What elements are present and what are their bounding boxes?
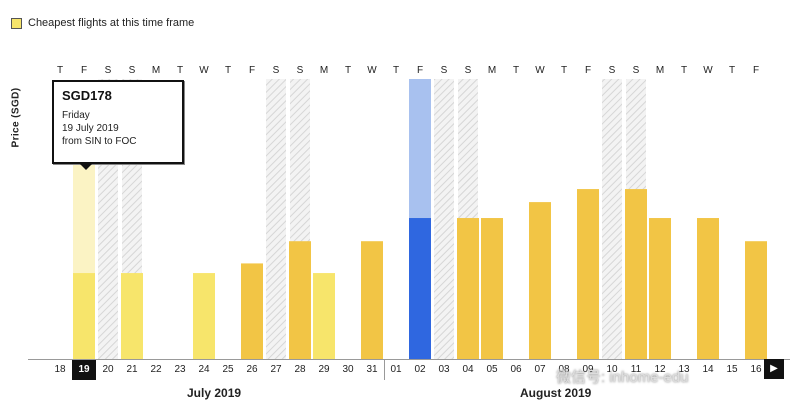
- weekend-shading: [266, 79, 286, 359]
- price-bar-28[interactable]: [289, 241, 311, 359]
- y-axis-label: Price (SGD): [10, 87, 22, 148]
- day-of-week-label: F: [81, 65, 87, 76]
- price-bar-09[interactable]: [577, 189, 599, 359]
- day-of-week-label: T: [561, 65, 567, 76]
- day-of-week-label: W: [199, 65, 209, 76]
- day-of-week-label: T: [57, 65, 63, 76]
- day-of-week-label: S: [441, 65, 448, 76]
- price-bar-26[interactable]: [241, 263, 263, 359]
- day-of-week-label: M: [152, 65, 160, 76]
- day-of-week-label: S: [609, 65, 616, 76]
- date-cell-18[interactable]: 18: [54, 364, 66, 375]
- price-bar-29[interactable]: [313, 273, 335, 359]
- date-cell-13[interactable]: 13: [678, 364, 690, 375]
- date-cell-30[interactable]: 30: [342, 364, 354, 375]
- day-of-week-label: T: [345, 65, 351, 76]
- month-label-august: August 2019: [520, 386, 592, 400]
- day-of-week-label: W: [367, 65, 377, 76]
- tooltip-date: 19 July 2019: [62, 123, 119, 134]
- date-cell-10[interactable]: 10: [606, 364, 618, 375]
- price-bar-19[interactable]: [73, 273, 95, 359]
- price-bar-12[interactable]: [649, 218, 671, 359]
- price-bar-24[interactable]: [193, 273, 215, 359]
- day-of-week-label: S: [297, 65, 304, 76]
- next-dates-button[interactable]: ▶: [764, 359, 784, 379]
- month-divider: [384, 360, 385, 380]
- price-bar-04[interactable]: [457, 218, 479, 359]
- tooltip-day: Friday: [62, 110, 90, 121]
- day-of-week-label: S: [105, 65, 112, 76]
- watermark-text: 微信号: inhome-edu: [556, 369, 689, 386]
- date-cell-14[interactable]: 14: [702, 364, 714, 375]
- legend-swatch: [11, 17, 22, 29]
- day-of-week-label: T: [729, 65, 735, 76]
- day-of-week-label: S: [129, 65, 136, 76]
- price-bar-05[interactable]: [481, 218, 503, 359]
- price-bar-11[interactable]: [625, 189, 647, 359]
- day-of-week-label: T: [681, 65, 687, 76]
- day-of-week-label: M: [320, 65, 328, 76]
- day-of-week-label: T: [513, 65, 519, 76]
- date-cell-09[interactable]: 09: [582, 364, 594, 375]
- date-cell-22[interactable]: 22: [150, 364, 162, 375]
- day-of-week-label: S: [273, 65, 280, 76]
- day-of-week-label: M: [488, 65, 496, 76]
- date-cell-20[interactable]: 20: [102, 364, 114, 375]
- day-of-week-label: S: [633, 65, 640, 76]
- day-of-week-label: W: [535, 65, 545, 76]
- price-bar-21[interactable]: [121, 273, 143, 359]
- month-label-july: July 2019: [187, 386, 242, 400]
- day-of-week-label: S: [465, 65, 472, 76]
- price-bar-02[interactable]: [409, 218, 431, 359]
- price-bar-07[interactable]: [529, 202, 551, 359]
- date-cell-28[interactable]: 28: [294, 364, 306, 375]
- day-of-week-label: M: [656, 65, 664, 76]
- tooltip-price: SGD178: [62, 88, 112, 103]
- price-tooltip: SGD178 Friday 19 July 2019 from SIN to F…: [52, 80, 184, 164]
- date-cell-12[interactable]: 12: [654, 364, 666, 375]
- date-cell-07[interactable]: 07: [534, 364, 546, 375]
- weekend-shading: [434, 79, 454, 359]
- date-cell-21[interactable]: 21: [126, 364, 138, 375]
- date-cell-08[interactable]: 08: [558, 364, 570, 375]
- date-cell-01[interactable]: 01: [390, 364, 402, 375]
- day-of-week-label: F: [585, 65, 591, 76]
- date-cell-24[interactable]: 24: [198, 364, 210, 375]
- date-cell-04[interactable]: 04: [462, 364, 474, 375]
- date-axis: 18 19 20 21 22 23 24 25 26 27 28 29 30 31 01 02 03 04 05 06…: [28, 359, 790, 380]
- price-bar-16[interactable]: [745, 241, 767, 359]
- day-of-week-label: F: [417, 65, 423, 76]
- day-of-week-label: T: [177, 65, 183, 76]
- legend-label: Cheapest flights at this time frame: [28, 17, 195, 29]
- date-cell-19[interactable]: 19: [72, 360, 96, 380]
- date-cell-15[interactable]: 15: [726, 364, 738, 375]
- legend: Cheapest flights at this time frame: [11, 17, 194, 29]
- date-cell-16[interactable]: 16: [750, 364, 762, 375]
- day-of-week-label: F: [753, 65, 759, 76]
- date-cell-03[interactable]: 03: [438, 364, 450, 375]
- price-bar-31[interactable]: [361, 241, 383, 359]
- tooltip-route: from SIN to FOC: [62, 136, 137, 147]
- date-cell-25[interactable]: 25: [222, 364, 234, 375]
- date-cell-29[interactable]: 29: [318, 364, 330, 375]
- day-of-week-label: W: [703, 65, 713, 76]
- day-of-week-label: T: [225, 65, 231, 76]
- day-of-week-label: T: [393, 65, 399, 76]
- date-cell-05[interactable]: 05: [486, 364, 498, 375]
- date-cell-02[interactable]: 02: [414, 364, 426, 375]
- date-cell-27[interactable]: 27: [270, 364, 282, 375]
- tooltip-pointer: [78, 162, 94, 170]
- date-cell-31[interactable]: 31: [366, 364, 378, 375]
- date-cell-06[interactable]: 06: [510, 364, 522, 375]
- day-of-week-label: F: [249, 65, 255, 76]
- date-cell-23[interactable]: 23: [174, 364, 186, 375]
- weekend-shading: [602, 79, 622, 359]
- price-bar-14[interactable]: [697, 218, 719, 359]
- date-cell-26[interactable]: 26: [246, 364, 258, 375]
- date-cell-11[interactable]: 11: [630, 364, 642, 375]
